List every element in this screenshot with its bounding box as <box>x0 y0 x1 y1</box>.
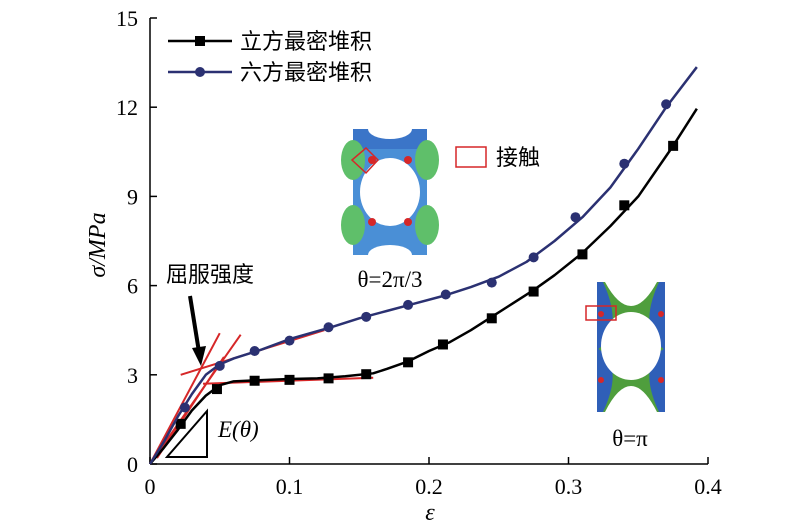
data-point-circle <box>570 212 581 223</box>
modulus-triangle <box>164 408 208 458</box>
data-point-square <box>284 374 295 385</box>
data-point-circle <box>179 402 190 413</box>
x-tick-label: 0.3 <box>555 474 583 499</box>
inset-b-caption: θ=π <box>612 426 648 451</box>
legend: 立方最密堆积 六方最密堆积 <box>168 30 372 86</box>
series-line-hexagonal <box>148 66 698 465</box>
y-tick-label: 3 <box>127 363 138 388</box>
data-point-square <box>486 313 497 324</box>
data-point-circle <box>440 289 451 300</box>
fit-line <box>149 332 221 465</box>
inset-theta-pi <box>585 282 665 412</box>
data-point-circle <box>249 346 260 357</box>
data-point-square <box>437 339 448 350</box>
inset-a-caption: θ=2π/3 <box>358 267 423 292</box>
y-ticks: 0 3 6 9 12 15 <box>116 6 157 477</box>
y-tick-label: 0 <box>127 452 138 477</box>
yield-arrow <box>188 295 206 366</box>
data-point-circle <box>528 252 539 263</box>
data-point-square <box>323 373 334 384</box>
data-point-circle <box>403 299 414 310</box>
data-point-square <box>211 384 222 395</box>
data-point-circle <box>486 277 497 288</box>
inset-theta-2pi-3 <box>341 119 439 265</box>
y-axis-title: σ/MPa <box>85 212 111 277</box>
legend-marker-hex <box>195 67 205 77</box>
x-axis-title: ε <box>425 500 435 526</box>
contact-legend-swatch <box>455 146 487 168</box>
y-tick-label: 9 <box>127 184 138 209</box>
yield-strength-label: 屈服强度 <box>166 263 254 288</box>
data-point-square <box>577 249 588 260</box>
data-point-square <box>249 375 260 386</box>
data-point-circle <box>619 158 630 169</box>
series-layer <box>148 66 698 465</box>
x-tick-label: 0 <box>145 474 156 499</box>
data-point-square <box>528 286 539 297</box>
modulus-label: E(θ) <box>217 417 259 442</box>
y-tick-label: 12 <box>116 95 138 120</box>
x-tick-label: 0.4 <box>694 474 722 499</box>
legend-marker-cubic <box>195 36 205 46</box>
data-point-circle <box>361 311 372 322</box>
y-tick-label: 6 <box>127 274 138 299</box>
x-tick-label: 0.2 <box>415 474 443 499</box>
data-point-circle <box>661 99 672 110</box>
x-ticks: 0 0.1 0.2 0.3 0.4 <box>145 457 722 499</box>
data-point-square <box>361 369 372 380</box>
data-point-square <box>175 418 186 429</box>
data-point-circle <box>323 322 334 333</box>
data-point-square <box>668 140 679 151</box>
data-point-circle <box>214 360 225 371</box>
x-tick-label: 0.1 <box>276 474 304 499</box>
legend-label-hex: 六方最密堆积 <box>240 61 372 86</box>
contact-label: 接触 <box>496 146 540 171</box>
data-point-square <box>619 200 630 211</box>
legend-label-cubic: 立方最密堆积 <box>240 30 372 55</box>
data-point-square <box>403 357 414 368</box>
y-tick-label: 15 <box>116 6 138 31</box>
data-point-circle <box>284 335 295 346</box>
